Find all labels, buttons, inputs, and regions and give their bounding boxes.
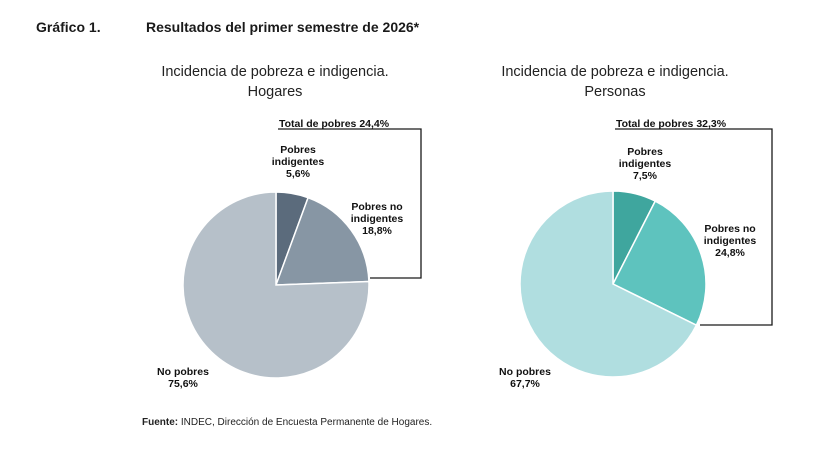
personas-slice-no-pobres [519, 190, 698, 378]
personas-label-indigentes-line1: Pobres [627, 146, 663, 158]
chart-hogares-title-line2: Hogares [247, 84, 303, 100]
hogares-slice-no-pobres [182, 191, 370, 379]
figure-title: Resultados del primer semestre de 2026* [146, 19, 420, 35]
hogares-label-no-pobres-line1: No pobres [157, 366, 209, 378]
personas-label-no-indigentes: Pobres no indigentes 24,8% [697, 223, 763, 259]
hogares-label-no-indigentes-value: 18,8% [362, 225, 392, 237]
source-text: INDEC, Dirección de Encuesta Permanente … [178, 417, 433, 428]
figure-label: Gráfico 1. [36, 19, 101, 35]
source-prefix: Fuente: [142, 417, 179, 428]
hogares-label-indigentes-line1: Pobres [280, 144, 316, 156]
chart-personas-title-line2: Personas [584, 84, 646, 100]
personas-label-no-pobres-value: 67,7% [510, 378, 540, 390]
hogares-total-label: Total de pobres 24,4% [279, 118, 390, 130]
hogares-label-indigentes: Pobres indigentes 5,6% [265, 144, 331, 180]
hogares-label-no-indigentes-line2: indigentes [350, 213, 404, 225]
hogares-slice-no-indigentes [274, 196, 370, 286]
hogares-label-no-indigentes: Pobres no indigentes 18,8% [344, 201, 410, 237]
hogares-total-bracket [278, 128, 422, 279]
personas-label-no-pobres-line1: No pobres [499, 366, 551, 378]
hogares-label-no-pobres-value: 75,6% [168, 378, 198, 390]
personas-label-indigentes: Pobres indigentes 7,5% [612, 146, 678, 182]
personas-label-indigentes-line2: indigentes [618, 158, 672, 170]
hogares-label-indigentes-line2: indigentes [271, 156, 325, 168]
personas-slice-no-indigentes [611, 200, 707, 327]
hogares-label-indigentes-value: 5,6% [286, 168, 310, 180]
personas-label-indigentes-value: 7,5% [633, 170, 657, 182]
hogares-label-no-pobres: No pobres 75,6% [150, 366, 216, 390]
personas-label-no-indigentes-line2: indigentes [703, 235, 757, 247]
personas-total-bracket [615, 128, 773, 326]
chart-personas-title-line1: Incidencia de pobreza e indigencia. [501, 64, 729, 80]
personas-label-no-indigentes-line1: Pobres no [704, 223, 756, 235]
source-note: Fuente: INDEC, Dirección de Encuesta Per… [142, 417, 432, 428]
personas-total-label: Total de pobres 32,3% [616, 118, 727, 130]
chart-personas-title: Incidencia de pobreza e indigencia. Pers… [490, 62, 740, 102]
pie-hogares [182, 191, 370, 379]
hogares-label-no-indigentes-line1: Pobres no [351, 201, 403, 213]
chart-hogares-title: Incidencia de pobreza e indigencia. Hoga… [150, 62, 400, 102]
chart-hogares-title-line1: Incidencia de pobreza e indigencia. [161, 64, 389, 80]
personas-label-no-indigentes-value: 24,8% [715, 247, 745, 259]
pie-personas [519, 190, 707, 378]
personas-label-no-pobres: No pobres 67,7% [492, 366, 558, 390]
